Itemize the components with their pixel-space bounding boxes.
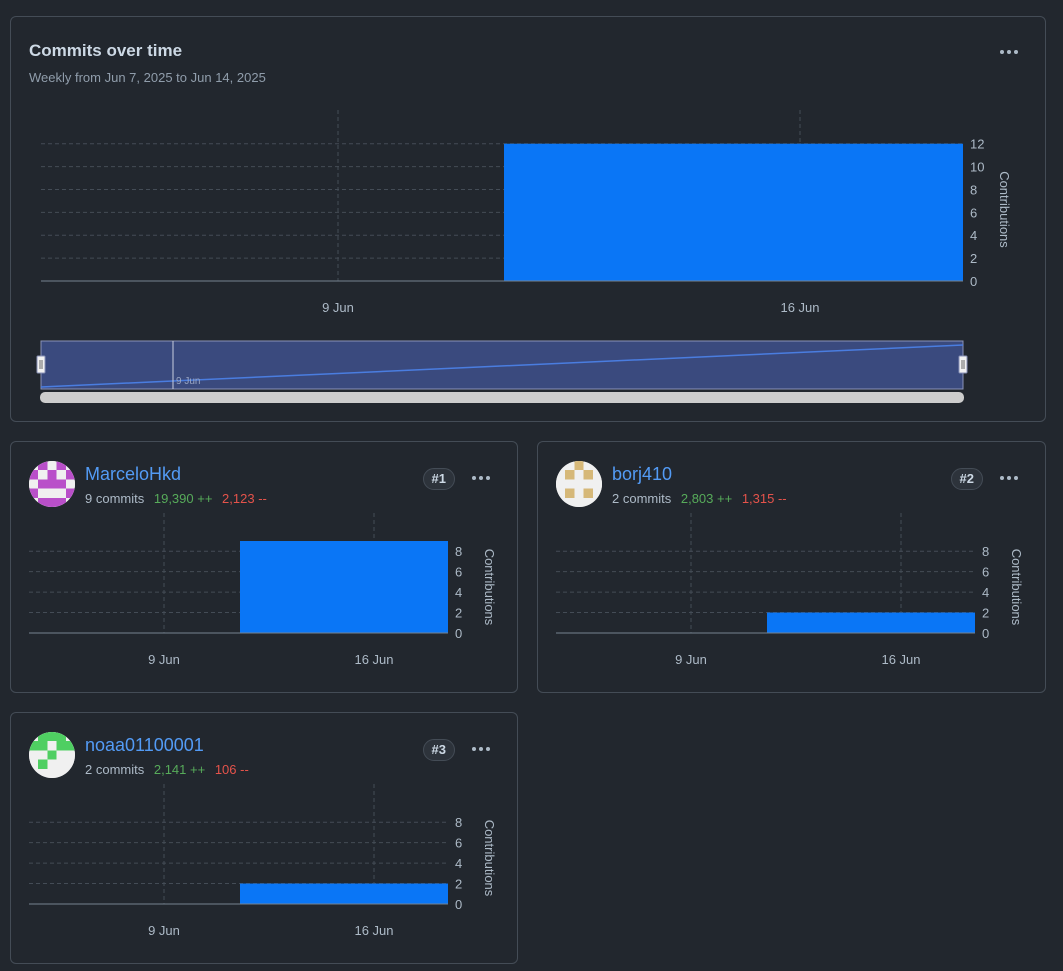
y-tick-label: 8 bbox=[970, 182, 977, 197]
y-tick-label: 6 bbox=[455, 836, 462, 851]
commits-over-time-card: Commits over time Weekly from Jun 7, 202… bbox=[10, 16, 1046, 422]
x-tick-label: 9 Jun bbox=[148, 923, 180, 938]
contributor-card: noaa01100001 2 commits 2,141 ++ 106 -- #… bbox=[10, 712, 518, 964]
chart-title: Commits over time bbox=[29, 41, 183, 60]
y-tick-label: 4 bbox=[970, 228, 977, 243]
rank-badge: #2 bbox=[950, 468, 983, 490]
range-handle[interactable] bbox=[36, 355, 46, 374]
more-options-icon[interactable] bbox=[995, 42, 1023, 62]
navigator-series-line bbox=[40, 344, 964, 388]
contributor-stats: 2 commits 2,803 ++ 1,315 -- bbox=[612, 491, 787, 506]
more-options-icon[interactable] bbox=[995, 468, 1023, 488]
chart-subtitle: Weekly from Jun 7, 2025 to Jun 14, 2025 bbox=[29, 70, 266, 85]
y-tick-label: 4 bbox=[982, 585, 989, 600]
deletions-count: 2,123 -- bbox=[222, 491, 267, 506]
contributor-username[interactable]: borj410 bbox=[612, 464, 673, 484]
y-tick-label: 12 bbox=[970, 137, 984, 152]
y-tick-label: 10 bbox=[970, 160, 984, 175]
y-tick-label: 0 bbox=[970, 274, 977, 289]
contributor-username[interactable]: noaa01100001 bbox=[85, 735, 204, 755]
x-tick-label: 16 Jun bbox=[780, 300, 819, 315]
y-axis-title: Contributions bbox=[1009, 549, 1024, 626]
x-tick-label: 16 Jun bbox=[354, 652, 393, 667]
x-tick-label: 9 Jun bbox=[148, 652, 180, 667]
commits-chart: 0 2 4 6 8 10 12 9 Jun 16 Jun Contributions 9 Jun bbox=[36, 110, 1012, 403]
x-tick-label: 9 Jun bbox=[675, 652, 707, 667]
y-tick-label: 8 bbox=[455, 544, 462, 559]
bar bbox=[767, 612, 975, 633]
y-tick-label: 2 bbox=[970, 251, 977, 266]
bar bbox=[240, 883, 448, 904]
navigator-label: 9 Jun bbox=[176, 376, 200, 387]
more-options-icon[interactable] bbox=[467, 739, 495, 759]
identicon-avatar bbox=[29, 732, 75, 778]
rank-badge: #3 bbox=[422, 739, 455, 761]
y-axis-title: Contributions bbox=[482, 820, 497, 897]
range-handle[interactable] bbox=[958, 355, 968, 374]
deletions-count: 106 -- bbox=[214, 762, 249, 777]
y-tick-label: 2 bbox=[455, 606, 462, 621]
contributor-chart: 0 2 4 6 8 9 Jun 16 Jun Contributions bbox=[29, 513, 497, 667]
y-tick-label: 2 bbox=[455, 877, 462, 892]
y-tick-label: 8 bbox=[455, 815, 462, 830]
commit-count[interactable]: 2 commits bbox=[612, 491, 672, 506]
y-tick-label: 4 bbox=[455, 585, 462, 600]
contributor-chart: 0 2 4 6 8 9 Jun 16 Jun Contributions bbox=[556, 513, 1024, 667]
y-axis-title: Contributions bbox=[997, 171, 1012, 248]
identicon-avatar bbox=[556, 461, 602, 507]
navigator-scrollbar[interactable] bbox=[40, 392, 964, 403]
commit-count[interactable]: 2 commits bbox=[85, 762, 145, 777]
additions-count: 2,141 ++ bbox=[153, 762, 206, 777]
deletions-count: 1,315 -- bbox=[741, 491, 787, 506]
identicon-avatar bbox=[29, 461, 75, 507]
y-tick-label: 0 bbox=[982, 626, 989, 641]
contributor-stats: 9 commits 19,390 ++ 2,123 -- bbox=[85, 491, 267, 506]
x-tick-label: 16 Jun bbox=[354, 923, 393, 938]
y-tick-label: 6 bbox=[970, 205, 977, 220]
contributor-username[interactable]: MarceloHkd bbox=[85, 464, 182, 484]
rank-badge: #1 bbox=[422, 468, 455, 490]
contributor-stats: 2 commits 2,141 ++ 106 -- bbox=[85, 762, 249, 777]
y-tick-label: 2 bbox=[982, 606, 989, 621]
navigator-window bbox=[40, 340, 964, 390]
bar bbox=[504, 143, 963, 281]
bar bbox=[240, 541, 448, 633]
x-tick-label: 16 Jun bbox=[881, 652, 920, 667]
avatar[interactable] bbox=[29, 461, 75, 507]
y-tick-label: 6 bbox=[982, 565, 989, 580]
y-axis-title: Contributions bbox=[482, 549, 497, 626]
avatar[interactable] bbox=[29, 732, 75, 778]
y-tick-label: 4 bbox=[455, 856, 462, 871]
y-tick-label: 6 bbox=[455, 565, 462, 580]
contributor-card: MarceloHkd 9 commits 19,390 ++ 2,123 -- … bbox=[10, 441, 518, 693]
avatar[interactable] bbox=[556, 461, 602, 507]
y-tick-label: 8 bbox=[982, 544, 989, 559]
commit-count[interactable]: 9 commits bbox=[85, 491, 145, 506]
y-tick-label: 0 bbox=[455, 626, 462, 641]
contributor-card: borj410 2 commits 2,803 ++ 1,315 -- #2 0… bbox=[537, 441, 1046, 693]
more-options-icon[interactable] bbox=[467, 468, 495, 488]
y-tick-label: 0 bbox=[455, 897, 462, 912]
additions-count: 2,803 ++ bbox=[680, 491, 733, 506]
contributor-chart: 0 2 4 6 8 9 Jun 16 Jun Contributions bbox=[29, 784, 497, 938]
additions-count: 19,390 ++ bbox=[153, 491, 213, 506]
x-tick-label: 9 Jun bbox=[322, 300, 354, 315]
